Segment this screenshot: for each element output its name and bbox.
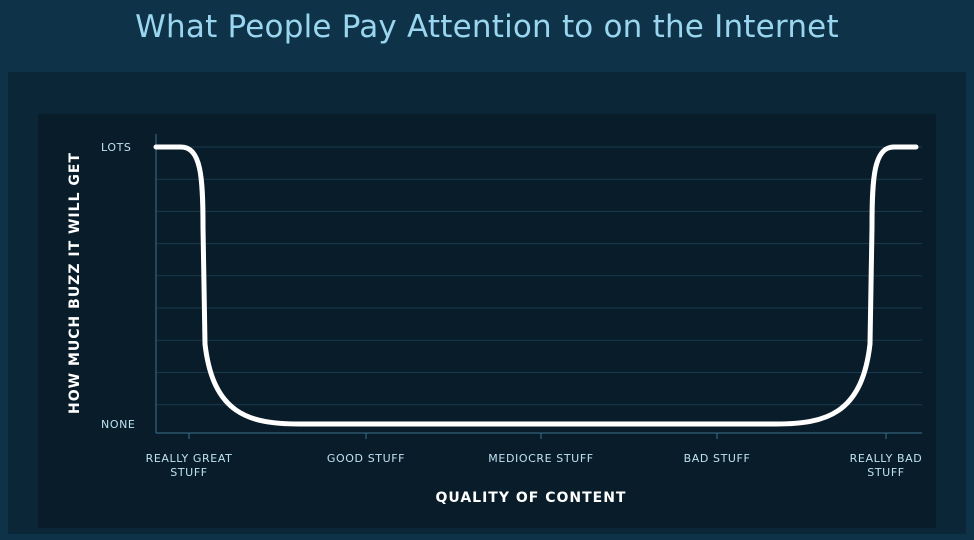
buzz-curve	[153, 144, 919, 427]
y-axis-label: HOW MUCH BUZZ IT WILL GET	[67, 152, 83, 414]
x-ticks: REALLY GREAT STUFF GOOD STUFF MEDIOCRE STUF…	[146, 433, 923, 479]
x-axis-label: QUALITY OF CONTENT	[436, 490, 627, 506]
x-tick-label: MEDIOCRE STUFF	[488, 452, 593, 465]
chart-title: What People Pay Attention to on the Inte…	[135, 9, 839, 45]
y-tick-label: LOTS	[101, 141, 132, 154]
grid-lines	[156, 146, 922, 406]
x-tick-label: REALLY GREAT STUFF	[146, 452, 233, 479]
x-tick-label: REALLY BAD STUFF	[850, 452, 923, 479]
y-tick-label: NONE	[101, 418, 135, 431]
plot-background	[38, 114, 936, 528]
x-tick-label: BAD STUFF	[684, 452, 751, 465]
y-ticks: NONE LOTS	[101, 141, 135, 431]
x-tick-label: GOOD STUFF	[327, 452, 405, 465]
